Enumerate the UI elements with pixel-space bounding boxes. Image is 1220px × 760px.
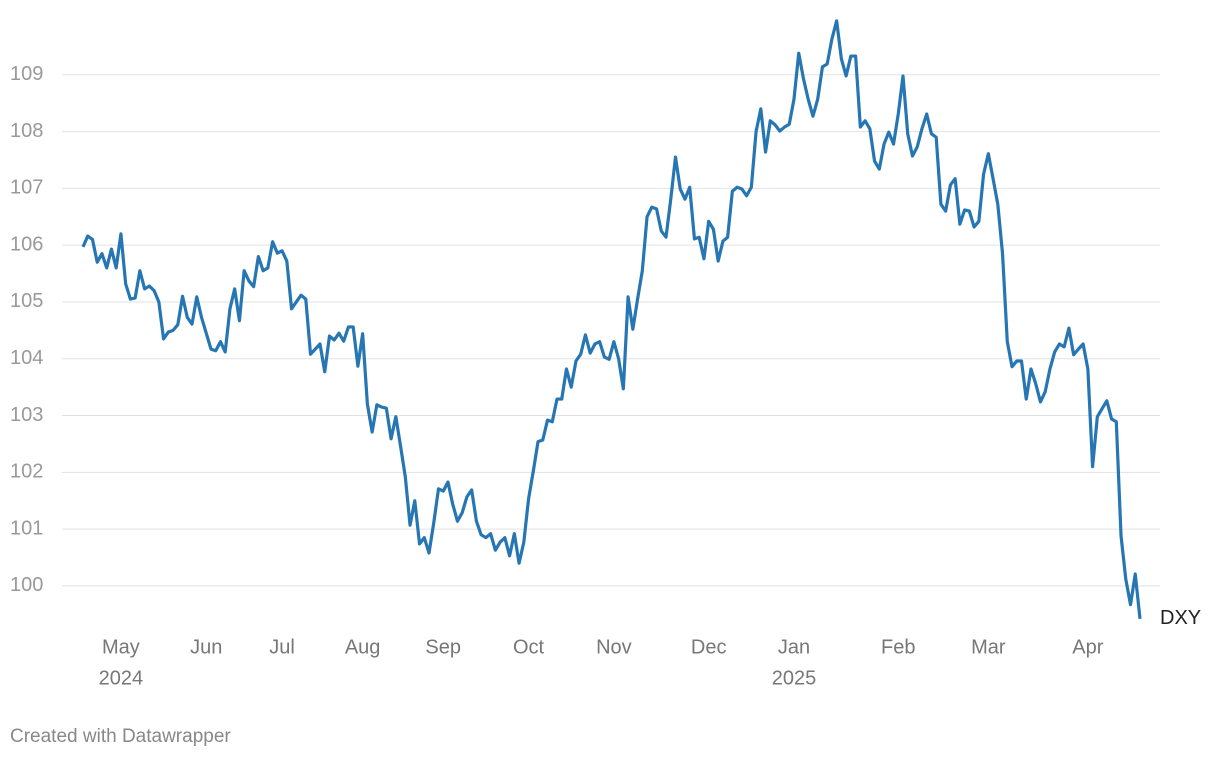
data-line [81, 19, 1142, 620]
y-tick-label: 103 [10, 404, 43, 426]
x-tick-label: Mar [971, 636, 1006, 658]
y-tick-label: 108 [10, 120, 43, 142]
x-tick-label: Jul [269, 636, 295, 658]
y-tick-label: 100 [10, 574, 43, 596]
y-tick-label: 102 [10, 461, 43, 483]
x-tick-label: Feb [881, 636, 915, 658]
x-tick-label: Jun [190, 636, 222, 658]
x-year-label: 2025 [772, 667, 817, 689]
y-tick-label: 106 [10, 233, 43, 255]
x-tick-label: Apr [1072, 636, 1103, 658]
x-tick-label: Sep [425, 636, 461, 658]
y-tick-label: 104 [10, 347, 43, 369]
series-label: DXY [1160, 607, 1201, 629]
x-tick-label: Aug [345, 636, 381, 658]
y-tick-label: 105 [10, 290, 43, 312]
footer: Created with Datawrapper [10, 726, 231, 747]
x-tick-label: May [102, 636, 140, 658]
x-tick-label: Oct [513, 636, 545, 658]
y-tick-label: 109 [10, 63, 43, 85]
x-tick-label: Nov [596, 636, 632, 658]
x-tick-label: Dec [691, 636, 727, 658]
x-tick-label: Jan [778, 636, 810, 658]
x-year-label: 2024 [99, 667, 144, 689]
y-tick-label: 101 [10, 517, 43, 539]
y-tick-label: 107 [10, 177, 43, 199]
